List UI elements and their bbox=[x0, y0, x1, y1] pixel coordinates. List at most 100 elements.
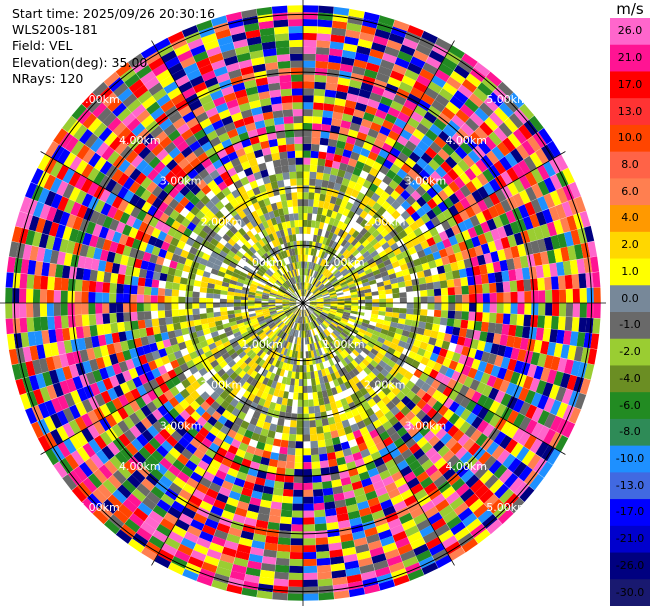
velocity-gate bbox=[394, 117, 407, 129]
velocity-gate bbox=[540, 367, 551, 382]
velocity-gate bbox=[226, 497, 239, 508]
velocity-gate bbox=[289, 427, 297, 435]
velocity-gate bbox=[333, 284, 341, 289]
velocity-gate bbox=[193, 465, 206, 477]
velocity-gate bbox=[264, 182, 273, 191]
velocity-gate bbox=[314, 356, 320, 364]
velocity-gate bbox=[303, 88, 314, 96]
velocity-gate bbox=[317, 578, 333, 587]
velocity-gate bbox=[482, 208, 493, 222]
velocity-gate bbox=[339, 126, 350, 136]
velocity-gate bbox=[258, 375, 266, 384]
velocity-gate bbox=[473, 87, 489, 103]
velocity-gate bbox=[202, 471, 215, 482]
velocity-gate bbox=[215, 405, 226, 416]
velocity-gate bbox=[102, 215, 114, 229]
velocity-gate bbox=[555, 203, 567, 220]
velocity-gate bbox=[246, 274, 254, 281]
velocity-gate bbox=[329, 294, 337, 298]
velocity-gate bbox=[385, 307, 393, 313]
velocity-gate bbox=[479, 264, 488, 275]
velocity-gate bbox=[227, 359, 237, 368]
velocity-gate bbox=[236, 543, 252, 554]
velocity-gate bbox=[280, 347, 286, 355]
velocity-gate bbox=[524, 303, 532, 315]
velocity-gate bbox=[307, 315, 311, 323]
velocity-gate bbox=[381, 142, 393, 153]
velocity-gate bbox=[281, 362, 287, 370]
velocity-gate bbox=[587, 241, 598, 258]
velocity-gate bbox=[572, 303, 580, 318]
velocity-gate bbox=[436, 212, 447, 224]
velocity-gate bbox=[163, 182, 175, 194]
velocity-gate bbox=[289, 321, 294, 328]
velocity-gate bbox=[374, 186, 385, 197]
velocity-gate bbox=[240, 530, 254, 541]
velocity-gate bbox=[439, 280, 448, 289]
velocity-gate bbox=[339, 470, 350, 480]
velocity-gate bbox=[320, 332, 326, 339]
velocity-gate bbox=[579, 211, 591, 228]
velocity-gate bbox=[390, 524, 405, 536]
velocity-gate bbox=[297, 275, 300, 283]
velocity-gate bbox=[184, 201, 195, 212]
velocity-gate bbox=[184, 339, 194, 348]
velocity-gate bbox=[160, 99, 175, 113]
velocity-gate bbox=[289, 298, 297, 302]
velocity-gate bbox=[438, 130, 452, 144]
velocity-gate bbox=[546, 221, 558, 237]
velocity-gate bbox=[503, 223, 514, 237]
velocity-gate bbox=[421, 562, 439, 575]
velocity-gate bbox=[537, 315, 546, 329]
velocity-gate bbox=[316, 557, 331, 566]
velocity-gate bbox=[442, 143, 455, 156]
velocity-gate bbox=[157, 230, 168, 241]
velocity-gate bbox=[211, 410, 222, 421]
velocity-gate bbox=[208, 321, 216, 329]
velocity-gate bbox=[468, 498, 484, 513]
velocity-gate bbox=[290, 241, 295, 249]
velocity-gate bbox=[410, 483, 424, 495]
velocity-gate bbox=[323, 307, 331, 311]
velocity-gate bbox=[320, 243, 326, 252]
velocity-gate bbox=[294, 247, 298, 256]
velocity-gate bbox=[281, 165, 290, 173]
velocity-gate bbox=[210, 89, 224, 101]
velocity-gate bbox=[222, 258, 231, 266]
velocity-gate bbox=[406, 117, 420, 129]
velocity-gate bbox=[438, 365, 449, 376]
velocity-gate bbox=[344, 560, 360, 570]
velocity-gate bbox=[566, 215, 578, 231]
velocity-gate bbox=[256, 6, 273, 16]
velocity-gate bbox=[276, 293, 284, 297]
velocity-gate bbox=[341, 317, 349, 323]
velocity-gate bbox=[316, 282, 323, 289]
velocity-gate bbox=[161, 372, 171, 383]
velocity-gate bbox=[303, 462, 312, 470]
velocity-gate bbox=[370, 359, 379, 368]
velocity-gate bbox=[285, 272, 291, 279]
velocity-gate bbox=[154, 220, 165, 231]
velocity-gate bbox=[280, 315, 287, 321]
velocity-gate bbox=[293, 308, 299, 314]
velocity-gate bbox=[335, 212, 343, 221]
velocity-gate bbox=[118, 159, 131, 173]
velocity-gate bbox=[271, 239, 278, 248]
velocity-gate bbox=[215, 469, 227, 481]
velocity-gate bbox=[305, 289, 308, 297]
velocity-gate bbox=[156, 148, 169, 161]
velocity-gate bbox=[329, 292, 337, 296]
velocity-gate bbox=[327, 287, 335, 292]
velocity-gate bbox=[320, 130, 330, 139]
velocity-gate bbox=[227, 348, 236, 356]
ring-label: 3.00km bbox=[405, 419, 447, 432]
velocity-gate bbox=[349, 285, 357, 291]
velocity-gate bbox=[330, 249, 337, 257]
velocity-gate bbox=[213, 66, 228, 77]
velocity-gate bbox=[328, 351, 335, 359]
velocity-gate bbox=[290, 60, 303, 68]
velocity-gate bbox=[288, 312, 294, 319]
velocity-gate bbox=[242, 373, 251, 382]
velocity-gate bbox=[592, 318, 601, 334]
velocity-gate bbox=[294, 455, 303, 463]
